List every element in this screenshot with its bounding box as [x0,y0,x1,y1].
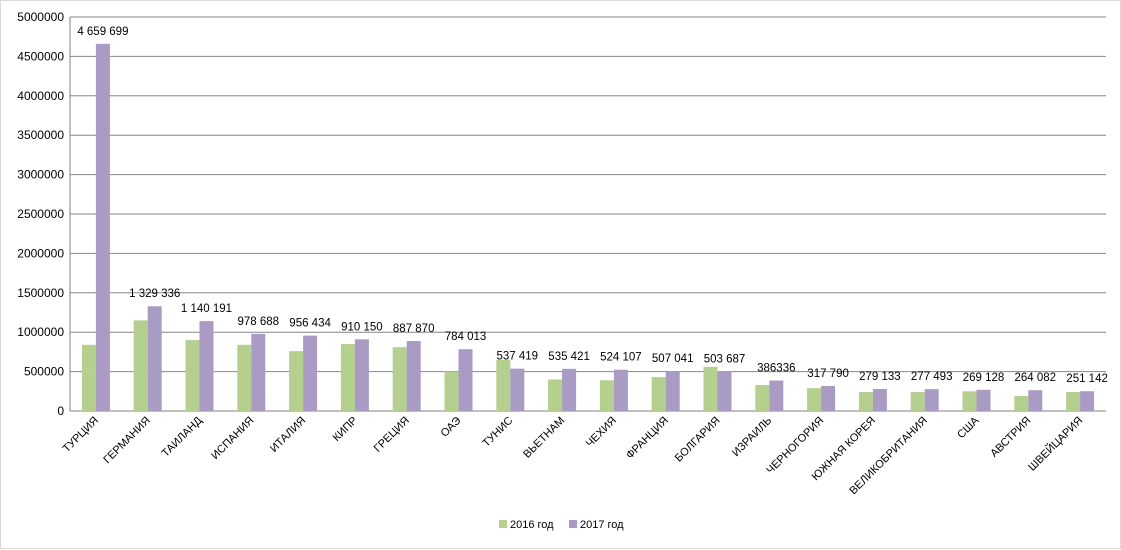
category-label: ОАЭ [439,415,464,440]
y-tick-label: 500000 [24,365,64,379]
bar-2017 [147,306,162,411]
bar-2016 [858,392,873,411]
bar-2017 [1080,391,1095,411]
bar-2016 [496,359,511,411]
category-label: ВЬЕТНАМ [521,415,567,461]
data-label: 269 128 [963,372,1005,384]
data-label: 279 133 [859,371,901,383]
data-label: 4 659 699 [77,26,128,38]
bar-2016 [755,384,770,411]
category-label: ГРЕЦИЯ [372,415,412,455]
category-label: ТУРЦИЯ [61,415,101,455]
bar-2016 [81,344,96,411]
category-label: ТУНИС [480,415,515,450]
y-tick-label: 4500000 [17,49,64,63]
data-label: 277 493 [911,371,953,383]
legend-label-2017: 2017 год [580,519,624,531]
bar-2017 [976,389,991,411]
data-label: 264 082 [1015,372,1057,384]
category-label: ШВЕЙЦАРИЯ [1026,414,1086,474]
y-tick-label: 2500000 [17,207,64,221]
bar-2016 [133,320,148,411]
bar-2016 [289,351,304,411]
bar-2016 [651,377,666,411]
bar-2016 [807,388,822,411]
data-label: 317 790 [807,368,849,380]
data-label: 956 434 [289,318,331,330]
data-label: 251 142 [1066,373,1108,385]
data-label: 507 041 [652,353,694,365]
bar-2017 [769,380,784,411]
category-label: ИСПАНИЯ [209,415,256,462]
data-label: 784 013 [445,331,487,343]
legend-label-2016: 2016 год [510,519,554,531]
legend-swatch-2016 [499,520,507,528]
bar-2016 [444,371,459,411]
bar-2017 [406,341,421,411]
bar-2016 [185,340,200,411]
bar-2016 [340,344,355,411]
category-label: ИТАЛИЯ [268,415,308,455]
data-label: 524 107 [600,352,642,364]
category-label: ИЗРАИЛЬ [730,415,774,459]
bar-2017 [510,368,525,411]
bar-2017 [562,368,577,411]
y-tick-label: 3500000 [17,128,64,142]
data-label: 910 150 [341,321,383,333]
bar-2016 [1014,396,1029,411]
category-label: АВСТРИЯ [988,415,1033,460]
category-label: ГЕРМАНИЯ [101,415,153,467]
legend-swatch-2017 [569,520,577,528]
bar-2016 [962,391,977,411]
category-label: ЧЕХИЯ [584,415,619,450]
bar-2017 [924,389,939,411]
y-tick-label: 0 [57,404,64,418]
category-label: КИПР [331,415,360,444]
bar-2016 [237,344,252,411]
category-label: ФРАНЦИЯ [624,415,671,462]
bar-2016 [910,392,925,411]
bar-2017 [354,339,369,411]
category-label: ТАИЛАНД [160,414,205,459]
bar-2017 [199,321,214,411]
y-tick-label: 4000000 [17,89,64,103]
bar-2017 [303,335,318,411]
bar-2017 [821,385,836,411]
data-label: 537 419 [497,351,539,363]
data-label: 1 140 191 [181,303,232,315]
bar-2016 [1066,392,1081,411]
data-label: 887 870 [393,323,435,335]
y-tick-label: 5000000 [17,10,64,24]
bar-2017 [717,371,732,411]
bar-2016 [703,366,718,411]
bar-2017 [95,43,110,411]
category-label: США [955,414,982,441]
bar-2017 [458,349,473,411]
bar-2016 [392,347,407,411]
category-label: БОЛГАРИЯ [673,415,723,465]
y-tick-label: 1500000 [17,286,64,300]
data-label: 978 688 [238,316,280,328]
y-tick-label: 1000000 [17,325,64,339]
data-label: 386336 [757,363,795,375]
bar-2017 [665,371,680,411]
bar-2017 [251,333,266,411]
data-label: 503 687 [704,353,746,365]
bar-2016 [548,379,563,411]
bar-2016 [599,380,614,411]
bar-2017 [872,389,887,411]
data-label: 535 421 [548,351,590,363]
bar-2017 [1028,390,1043,411]
y-tick-label: 2000000 [17,246,64,260]
y-tick-label: 3000000 [17,168,64,182]
bar-2017 [613,369,628,411]
data-label: 1 329 336 [129,288,180,300]
